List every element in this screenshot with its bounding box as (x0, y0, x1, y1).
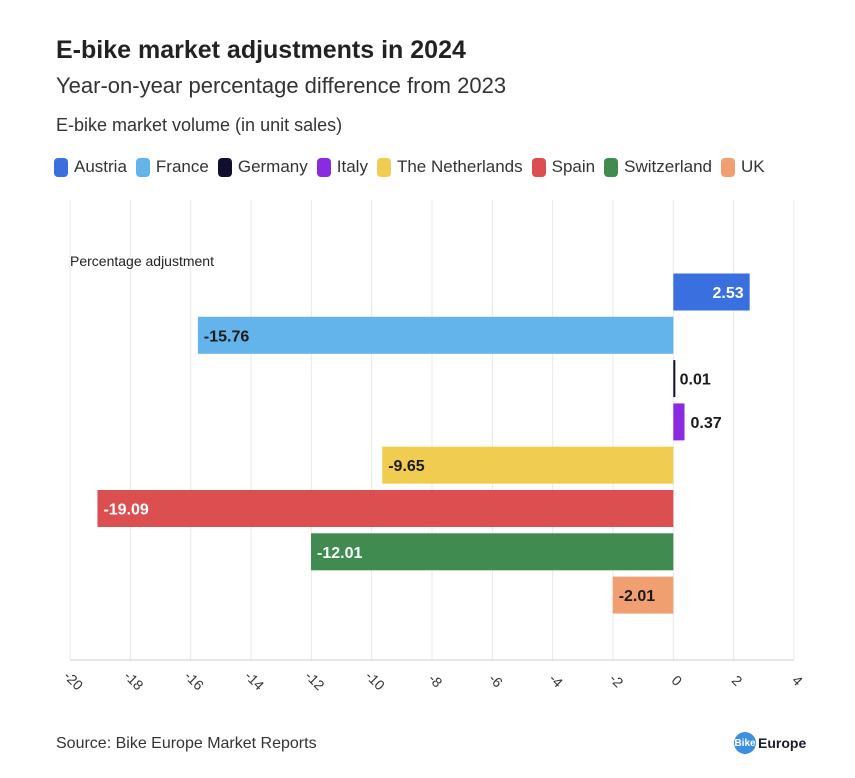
bar-italy (673, 403, 685, 441)
bar-spain (97, 490, 674, 527)
legend-swatch (721, 157, 735, 177)
legend: Austria France Germany Italy The Netherlands… (54, 157, 774, 177)
legend-item: The Netherlands (376, 157, 523, 177)
legend-swatch (217, 157, 232, 177)
data-label: 0.37 (690, 415, 721, 432)
legend-item: Switzerland (604, 157, 712, 177)
bar-the-netherlands (382, 446, 674, 484)
source-note: Source: Bike Europe Market Reports (56, 735, 317, 752)
x-tick-label: -2 (606, 670, 626, 690)
legend-swatch (316, 157, 331, 177)
x-tick-label: 4 (789, 672, 806, 689)
x-tick-label: -14 (242, 668, 268, 694)
x-tick-label: -18 (121, 668, 147, 694)
legend-swatch (376, 157, 391, 177)
data-label: -12.01 (317, 545, 362, 562)
data-label: 2.53 (713, 285, 744, 302)
x-tick-label: 0 (668, 672, 685, 689)
chart-caption: E-bike market volume (in unit sales) (56, 115, 343, 135)
legend-item: Germany (217, 157, 308, 177)
legend-item: Italy (316, 157, 368, 177)
x-tick-label: -6 (486, 670, 506, 690)
x-tick-label: -8 (425, 670, 445, 690)
x-tick-label: -4 (546, 670, 566, 690)
y-axis-label: Percentage adjustment (70, 253, 214, 269)
data-label: -15.76 (204, 328, 249, 345)
legend-swatch (135, 157, 150, 177)
legend-label: The Netherlands (396, 157, 523, 176)
bar-germany (673, 360, 676, 398)
legend-swatch (54, 157, 68, 177)
legend-swatch (531, 157, 546, 177)
legend-label: UK (741, 157, 765, 176)
bar-switzerland (311, 533, 674, 571)
legend-label: Austria (74, 157, 127, 176)
bike-europe-logo: Bike Europe (734, 732, 806, 754)
x-tick-label: -16 (181, 668, 207, 694)
legend-label: Italy (336, 157, 368, 176)
logo-wordmark: Europe (758, 735, 807, 751)
bar-austria (673, 273, 750, 311)
logo-mark: Bike (734, 732, 756, 754)
legend-label: France (155, 157, 209, 176)
legend-label: Germany (237, 157, 308, 176)
chart-subtitle: Year-on-year percentage difference from … (56, 73, 507, 98)
bar-uk (612, 576, 674, 614)
x-tick-label: 2 (729, 672, 746, 689)
x-tick-label: -10 (362, 668, 388, 694)
x-tick-label: -20 (61, 668, 87, 694)
legend-label: Switzerland (624, 157, 712, 176)
data-label: -9.65 (388, 458, 425, 475)
legend-item: Spain (531, 157, 596, 177)
chart-title: E-bike market adjustments in 2024 (56, 36, 466, 64)
data-label: -19.09 (103, 502, 148, 519)
legend-item: UK (721, 157, 765, 177)
legend-item: Austria (54, 157, 127, 177)
bar-france (197, 316, 674, 354)
legend-swatch (604, 157, 619, 177)
data-label: 0.01 (680, 372, 711, 389)
legend-item: France (135, 157, 209, 177)
data-label: -2.01 (619, 588, 656, 605)
legend-label: Spain (551, 157, 596, 176)
x-tick-label: -12 (302, 668, 328, 694)
